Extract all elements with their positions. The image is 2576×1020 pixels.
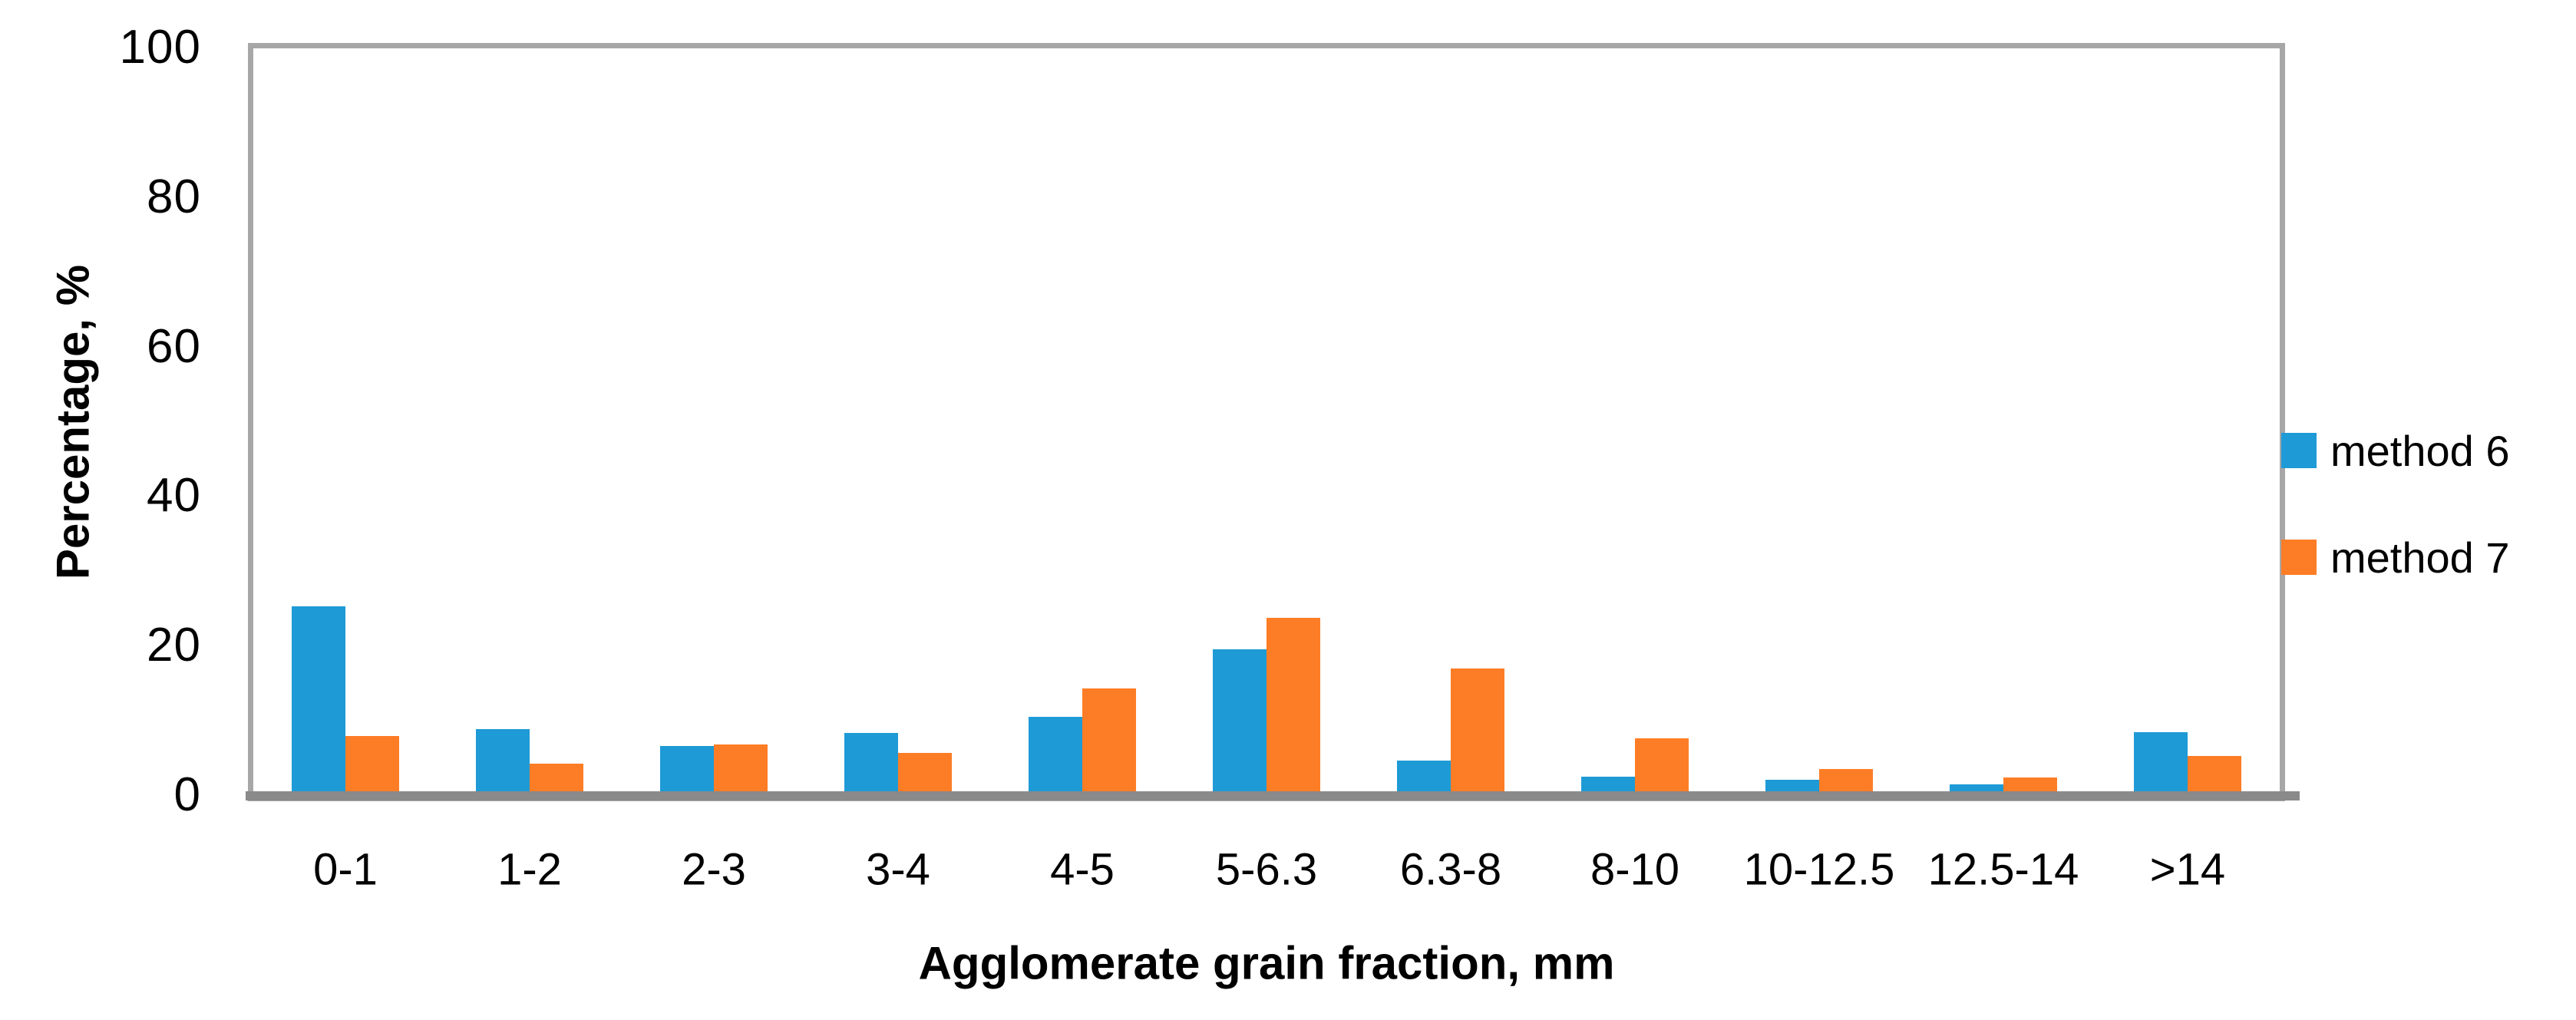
x-tick-label: 3-4 bbox=[866, 844, 930, 895]
bar-method-7-4-5 bbox=[1082, 688, 1136, 796]
bar-method-6-0-1 bbox=[292, 606, 345, 796]
legend-swatch-icon bbox=[2281, 433, 2317, 468]
legend-item: method 6 bbox=[2281, 427, 2510, 475]
x-tick-label: 5-6.3 bbox=[1215, 844, 1318, 895]
x-tick-label: >14 bbox=[2149, 844, 2226, 895]
bar-method-7-1-2 bbox=[530, 764, 583, 796]
x-tick-label: 6.3-8 bbox=[1399, 844, 1502, 895]
x-axis-line bbox=[246, 791, 2300, 800]
bar-method-6-2-3 bbox=[660, 745, 714, 796]
x-axis-title: Agglomerate grain fraction, mm bbox=[918, 937, 1615, 989]
legend-swatch-icon bbox=[2281, 540, 2317, 575]
legend-label: method 6 bbox=[2330, 426, 2510, 475]
x-tick-label: 10-12.5 bbox=[1743, 844, 1895, 895]
y-tick-label: 0 bbox=[173, 768, 201, 822]
y-tick-label: 60 bbox=[147, 319, 201, 373]
y-tick-label: 80 bbox=[147, 170, 201, 223]
bar-method-7-3-4 bbox=[898, 753, 952, 796]
legend-label: method 7 bbox=[2330, 533, 2510, 582]
legend-item: method 7 bbox=[2281, 533, 2510, 582]
bar-method-7-8-10 bbox=[1635, 738, 1689, 796]
x-tick-label: 2-3 bbox=[682, 844, 746, 895]
y-tick-label: 20 bbox=[147, 619, 201, 672]
bar-method-7-5-6.3 bbox=[1267, 618, 1320, 796]
y-tick-label: 100 bbox=[119, 21, 201, 74]
bar-method-7-6.3-8 bbox=[1451, 668, 1504, 796]
bar-method-6-1-2 bbox=[476, 729, 530, 796]
x-tick-label: 0-1 bbox=[313, 844, 378, 895]
x-tick-label: 12.5-14 bbox=[1927, 844, 2079, 895]
bar-method-6->14 bbox=[2134, 732, 2188, 796]
bar-method-6-4-5 bbox=[1029, 716, 1082, 796]
bar-method-7-2-3 bbox=[714, 744, 768, 796]
y-axis-title: Percentage, % bbox=[47, 264, 99, 580]
bar-method-6-5-6.3 bbox=[1213, 649, 1267, 796]
x-tick-label: 1-2 bbox=[497, 844, 562, 895]
bar-method-7-0-1 bbox=[345, 736, 399, 796]
plot-area bbox=[248, 43, 2285, 801]
bar-method-6-6.3-8 bbox=[1397, 761, 1451, 796]
bars-container bbox=[253, 48, 2280, 796]
x-tick-label: 8-10 bbox=[1590, 844, 1680, 895]
x-tick-label: 4-5 bbox=[1050, 844, 1115, 895]
bar-method-6-3-4 bbox=[844, 733, 898, 796]
bar-method-7->14 bbox=[2188, 756, 2241, 796]
y-tick-label: 40 bbox=[147, 469, 201, 523]
